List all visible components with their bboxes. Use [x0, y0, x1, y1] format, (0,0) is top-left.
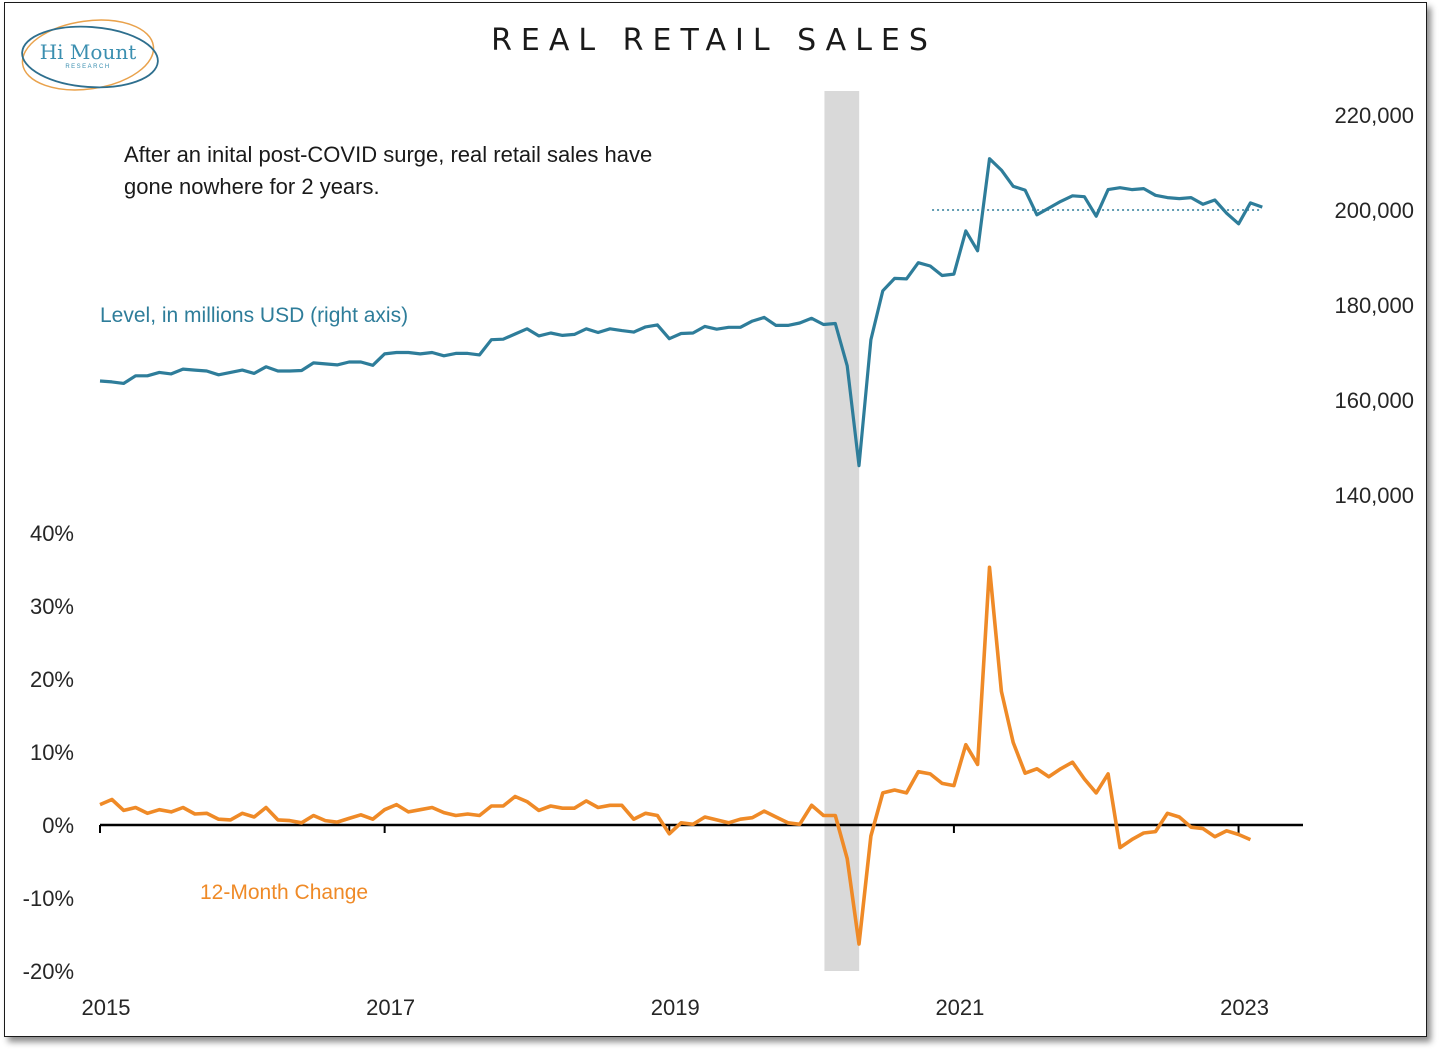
series-label-level: Level, in millions USD (right axis) [100, 304, 408, 327]
x-axis-tick-label: 2017 [366, 995, 415, 1020]
right-axis-tick-label: 180,000 [1334, 293, 1414, 318]
series-line-12-month-change [99, 565, 1252, 946]
left-axis: -20% -10% 0% 10% 20% 30% 40% [23, 521, 74, 984]
x-axis: 2015 2017 2019 2021 2023 [82, 823, 1303, 1020]
annotation-line-1: After an inital post-COVID surge, real r… [124, 142, 652, 167]
left-axis-tick-label: 30% [30, 594, 74, 619]
x-axis-tick-label: 2019 [651, 995, 700, 1020]
series-line-level [99, 157, 1263, 468]
left-axis-tick-label: 10% [30, 740, 74, 765]
left-axis-tick-label: 40% [30, 521, 74, 546]
right-axis-tick-label: 220,000 [1334, 103, 1414, 128]
logo-sub: RESEARCH [65, 64, 110, 70]
series-label-12-month-change: 12-Month Change [200, 881, 368, 904]
left-axis-tick-label: 20% [30, 667, 74, 692]
right-axis-tick-label: 200,000 [1334, 198, 1414, 223]
chart-title: REAL RETAIL SALES [491, 23, 937, 58]
chart-frame [4, 2, 1427, 1037]
right-axis-tick-label: 140,000 [1334, 483, 1414, 508]
logo-name: Hi Mount [40, 40, 137, 64]
left-axis-tick-label: 0% [42, 813, 74, 838]
x-axis-tick-label: 2021 [935, 995, 984, 1020]
left-axis-tick-label: -20% [23, 959, 74, 984]
left-axis-tick-label: -10% [23, 886, 74, 911]
right-axis: 140,000 160,000 180,000 200,000 220,000 [1334, 103, 1414, 508]
x-axis-tick-label: 2015 [82, 995, 131, 1020]
right-axis-tick-label: 160,000 [1334, 388, 1414, 413]
x-axis-tick-label: 2023 [1220, 995, 1269, 1020]
logo: Hi Mount RESEARCH [21, 19, 159, 91]
annotation-line-2: gone nowhere for 2 years. [124, 174, 380, 199]
